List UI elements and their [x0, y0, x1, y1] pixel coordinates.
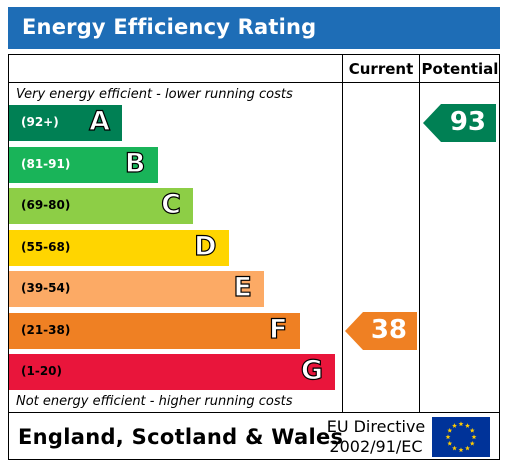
potential-rating-arrow-shape [423, 104, 496, 142]
eu-star-icon [452, 423, 457, 428]
band-range-label: (1-20) [21, 364, 62, 378]
band-b: (81-91) B [9, 146, 158, 183]
eu-star-icon [469, 427, 475, 433]
eu-star-icon [445, 434, 451, 440]
eu-star-icon [447, 440, 453, 446]
eu-star-icon [458, 421, 464, 427]
potential-rating-arrow-polygon [423, 104, 496, 142]
chart-header: Energy Efficiency Rating [8, 7, 500, 49]
band-letter-label: A [88, 105, 110, 137]
band-c: (69-80) C [9, 188, 193, 224]
eu-star-icon [447, 427, 453, 433]
current-column-header: Current [348, 60, 414, 78]
potential-column-divider [419, 54, 420, 413]
band-letter-label: C [161, 188, 182, 220]
band-range-label: (69-80) [21, 198, 71, 212]
chart-frame [8, 54, 500, 460]
eu-directive-line1: EU Directive [326, 417, 426, 436]
potential-rating-arrow-value: 93 [449, 107, 486, 137]
band-range-label: (92+) [21, 115, 59, 129]
eu-directive: EU Directive 2002/91/EC [326, 417, 426, 457]
bottom-note: Not energy efficient - higher running co… [16, 394, 293, 409]
band-range-label: (55-68) [21, 239, 71, 254]
band-a: (92+) A [9, 105, 122, 141]
eu-directive-line2: 2002/91/EC [329, 437, 423, 456]
band-letter-label: D [193, 230, 217, 262]
current-rating-arrow-value: 38 [370, 314, 407, 345]
eu-star-icon [471, 434, 477, 440]
current-column-divider [342, 54, 343, 413]
eu-star-icon [469, 440, 475, 446]
top-note: Very energy efficient - lower running co… [16, 87, 293, 102]
header-row-divider [8, 82, 500, 83]
band-e: (39-54) E [9, 271, 264, 307]
potential-rating-arrow: 93 [423, 104, 496, 142]
eu-star-icon [465, 423, 470, 428]
eu-star-icon [458, 447, 464, 453]
band-letter-label: E [233, 271, 253, 303]
eu-star-icon [465, 445, 470, 451]
current-rating-arrow: 38 [345, 311, 417, 350]
band-letter-label: F [268, 313, 288, 345]
band-f: (21-38) F [9, 312, 300, 349]
potential-column-header: Potential [421, 60, 499, 78]
eu-flag-icon [432, 417, 490, 457]
band-range-label: (21-38) [21, 322, 71, 337]
chart-title: Energy Efficiency Rating [22, 15, 317, 39]
band-d: (55-68) D [9, 229, 229, 266]
current-rating-arrow-shape [345, 311, 417, 350]
band-letter-label: G [300, 354, 323, 386]
eu-star-icon [452, 445, 457, 451]
band-g: (1-20) G [9, 354, 335, 390]
current-rating-arrow-polygon [345, 311, 417, 350]
footer-region: England, Scotland & Wales [18, 425, 344, 449]
footer-divider [8, 412, 500, 413]
band-letter-label: B [124, 147, 146, 179]
band-range-label: (39-54) [21, 281, 71, 295]
band-range-label: (81-91) [21, 156, 71, 171]
